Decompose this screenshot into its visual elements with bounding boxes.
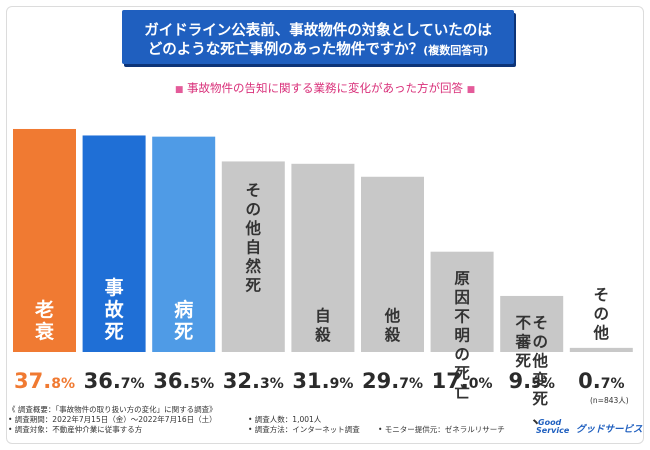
bar-9 [569, 347, 633, 352]
bar-6 [361, 176, 424, 352]
subtitle-text: 事故物件の告知に関する業務に変化があった方が回答 [187, 81, 463, 95]
footer-row-2: • 調査期間：2022年7月15日（金）〜2022年7月16日（土） • 調査人… [8, 415, 321, 425]
bar-label-2: 事故死 [105, 276, 125, 343]
bar-label-9: その他 [593, 286, 610, 342]
value-label-3: 36.5% [153, 369, 214, 393]
bar-label-8-col2: その他変死、 [531, 314, 548, 427]
bar-1 [13, 128, 76, 352]
chart-title-line2: どのような死亡事例のあった物件ですか？(複数回答可) [122, 38, 514, 59]
bar-8 [500, 295, 564, 352]
value-label-2: 36.7% [84, 369, 145, 393]
footer-target: • 調査対象：不動産仲介業に従事する方 [8, 425, 143, 434]
footer-period: • 調査期間：2022年7月15日（金）〜2022年7月16日（土） [8, 415, 217, 424]
title-banner: ガイドライン公表前、事故物件の対象としていたのは どのような死亡事例のあった物件… [122, 10, 514, 64]
bar-2 [82, 135, 146, 352]
value-label-5: 31.9% [292, 369, 353, 393]
bar-3 [152, 136, 216, 352]
logo-good: Good [538, 418, 562, 427]
chart-title-question: どのような死亡事例のあった物件ですか？ [147, 42, 424, 58]
brand-logo: Good Service グッドサービス [536, 418, 646, 442]
bar-label-4: その他自然死 [245, 181, 262, 294]
bar-5 [291, 163, 355, 352]
bar-4 [221, 161, 285, 352]
footer-heading: 《 調査概要：「事故物件の取り扱い方の変化」に関する調査》 [8, 405, 217, 414]
value-label-4: 32.3% [223, 369, 284, 393]
footer-method: • 調査方法：インターネット調査 [248, 425, 360, 434]
footer-provider: • モニター提供元：ゼネラルリサーチ [378, 425, 505, 434]
logo-brand: グッドサービス [576, 424, 643, 435]
bar-label-1: 老衰 [34, 298, 55, 343]
value-label-9: 0.7% [578, 369, 624, 393]
logo-service: Service [536, 426, 570, 435]
subtitle-marker-left: ■ [174, 85, 184, 95]
survey-footer: 《 調査概要：「事故物件の取り扱い方の変化」に関する調査》 • 調査期間：202… [8, 405, 505, 435]
bar-label-3: 病死 [174, 298, 193, 343]
value-label-8: 9.5% [509, 369, 555, 393]
bar-label-8-col1: 不審死 [514, 314, 531, 370]
bar-label-7: 原因不明の死亡 [454, 270, 470, 402]
chart-title-note: (複数回答可) [423, 44, 489, 57]
bar-label-5: 自殺 [314, 306, 331, 344]
footer-row-3: • 調査対象：不動産仲介業に従事する方 • 調査方法：インターネット調査 • モ… [8, 425, 505, 435]
bar-label-6: 他殺 [384, 306, 401, 344]
value-label-1: 37.8% [14, 369, 75, 393]
sample-size-note: (n=843人) [590, 396, 629, 405]
value-label-7: 17.0% [432, 369, 493, 393]
footer-row-1: 《 調査概要：「事故物件の取り扱い方の変化」に関する調査》 [8, 405, 217, 415]
subtitle-marker-right: ■ [466, 85, 476, 95]
chart-title-line1: ガイドライン公表前、事故物件の対象としていたのは [144, 23, 492, 39]
footer-count: • 調査人数：1,001人 [248, 415, 322, 424]
chart-subtitle: ■ 事故物件の告知に関する業務に変化があった方が回答 ■ [0, 80, 650, 96]
bar-7 [430, 251, 494, 352]
value-label-6: 29.7% [362, 369, 423, 393]
